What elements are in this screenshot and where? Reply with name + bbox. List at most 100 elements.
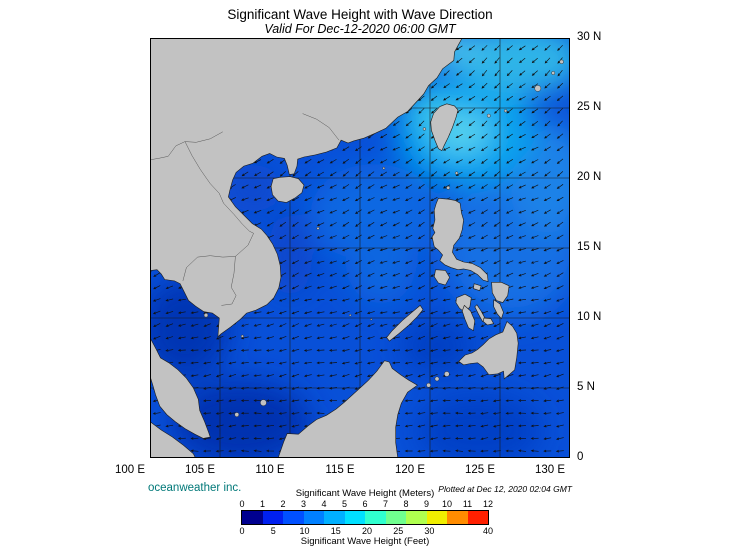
- legend-feet-ticks: 0 5 10 15 20 25 30 40: [236, 526, 494, 536]
- land-bohol: [482, 317, 495, 326]
- landmasses: [150, 38, 564, 458]
- land-hainan: [270, 176, 305, 203]
- chart-subtitle: Valid For Dec-12-2020 06:00 GMT: [264, 22, 456, 36]
- feet-tick: 10: [299, 526, 310, 536]
- feet-tick: 5: [270, 526, 276, 536]
- island-dot: [370, 318, 373, 321]
- chart-title: Significant Wave Height with Wave Direct…: [227, 7, 493, 22]
- meters-tick: 5: [341, 499, 348, 509]
- island-dot: [454, 171, 459, 175]
- island-dot: [559, 59, 564, 64]
- meters-tick: 10: [441, 499, 453, 509]
- island-dot: [551, 71, 556, 75]
- meters-tick: 12: [482, 499, 494, 509]
- colorbar-segment: [242, 511, 263, 524]
- x-tick-label: 120 E: [394, 464, 426, 476]
- island-dot: [422, 127, 427, 131]
- feet-tick: 15: [330, 526, 341, 536]
- legend-meters-label: Significant Wave Height (Meters): [295, 488, 435, 499]
- meters-tick: 8: [403, 499, 409, 509]
- country-border: [221, 256, 237, 306]
- island-dot: [316, 226, 320, 230]
- colorbar-segment: [426, 511, 447, 524]
- meters-tick: 1: [259, 499, 266, 509]
- colorbar-segment: [447, 511, 468, 524]
- land-cebu: [474, 304, 486, 323]
- map-frame: [150, 38, 570, 458]
- y-tick-label: 30 N: [577, 31, 602, 43]
- land-samar: [491, 281, 510, 303]
- x-tick-label: 110 E: [255, 464, 285, 476]
- colorbar-segment: [385, 511, 406, 524]
- feet-tick: 20: [361, 526, 372, 536]
- island-dot: [260, 399, 267, 406]
- feet-tick: 30: [424, 526, 435, 536]
- meters-tick: 7: [382, 499, 389, 509]
- colorbar-segment: [406, 511, 427, 524]
- land-masbate: [473, 283, 482, 292]
- river-line: [302, 113, 340, 141]
- y-tick-label: 5 N: [577, 381, 595, 393]
- colorbar: [241, 510, 489, 525]
- country-border: [184, 141, 254, 234]
- wave-map: [150, 38, 570, 458]
- land-mindanao: [458, 320, 519, 380]
- credit-text: oceanweather inc.: [148, 482, 242, 494]
- land-sumatra: [150, 421, 196, 458]
- land-palawan: [386, 304, 424, 342]
- colorbar-segment: [303, 511, 324, 524]
- land-luzon: [431, 197, 489, 283]
- meters-tick: 6: [362, 499, 368, 509]
- meters-tick: 9: [423, 499, 430, 509]
- island-dot: [446, 185, 451, 190]
- y-tick-label: 0: [577, 451, 584, 463]
- x-tick-label: 115 E: [325, 464, 355, 476]
- plotted-timestamp: Plotted at Dec 12, 2020 02:04 GMT: [438, 484, 572, 494]
- feet-tick: 0: [239, 526, 245, 536]
- country-border: [150, 131, 223, 161]
- x-tick-label: 105 E: [184, 464, 216, 476]
- island-dot: [534, 85, 542, 92]
- country-border: [182, 233, 254, 281]
- island-dot: [382, 166, 386, 170]
- island-dot: [486, 113, 491, 118]
- island-dot: [203, 313, 209, 318]
- land-mindoro: [433, 269, 450, 286]
- colorbar-segment: [365, 511, 386, 524]
- y-tick-label: 15 N: [577, 241, 602, 253]
- y-tick-label: 20 N: [577, 171, 602, 183]
- land-borneo: [277, 360, 418, 458]
- legend-meters-ticks: 0 1 2 3 4 5 6 7 8 9 10 11 12: [236, 499, 494, 509]
- meters-tick: 11: [462, 499, 473, 509]
- y-tick-label: 25 N: [577, 101, 602, 113]
- land-taiwan: [430, 103, 459, 152]
- land-mainland-asia: [150, 38, 463, 338]
- colorbar-segment: [324, 511, 345, 524]
- island-dot: [349, 314, 352, 317]
- island-dot: [234, 412, 240, 417]
- feet-tick: 25: [393, 526, 404, 536]
- colorbar-segment: [467, 511, 488, 524]
- land-malay-peninsula: [150, 337, 211, 439]
- island-dot: [503, 109, 508, 113]
- island-dot: [240, 334, 244, 338]
- meters-tick: 0: [239, 499, 245, 509]
- x-tick-label: 125 E: [464, 464, 496, 476]
- island-dot: [434, 376, 440, 382]
- land-negros: [461, 304, 476, 332]
- colorbar-segment: [262, 511, 283, 524]
- meters-tick: 2: [280, 499, 286, 509]
- colorbar-segment: [344, 511, 365, 524]
- feet-tick: 40: [482, 526, 494, 536]
- x-tick-label: 130 E: [534, 464, 566, 476]
- y-tick-label: 10 N: [577, 311, 602, 323]
- x-tick-label: 100 E: [114, 464, 146, 476]
- colorbar-segment: [283, 511, 304, 524]
- meters-tick: 3: [300, 499, 307, 509]
- meters-tick: 4: [321, 499, 327, 509]
- small-islands: [203, 59, 564, 417]
- legend-feet-label: Significant Wave Height (Feet): [300, 536, 430, 547]
- land-leyte: [493, 299, 504, 320]
